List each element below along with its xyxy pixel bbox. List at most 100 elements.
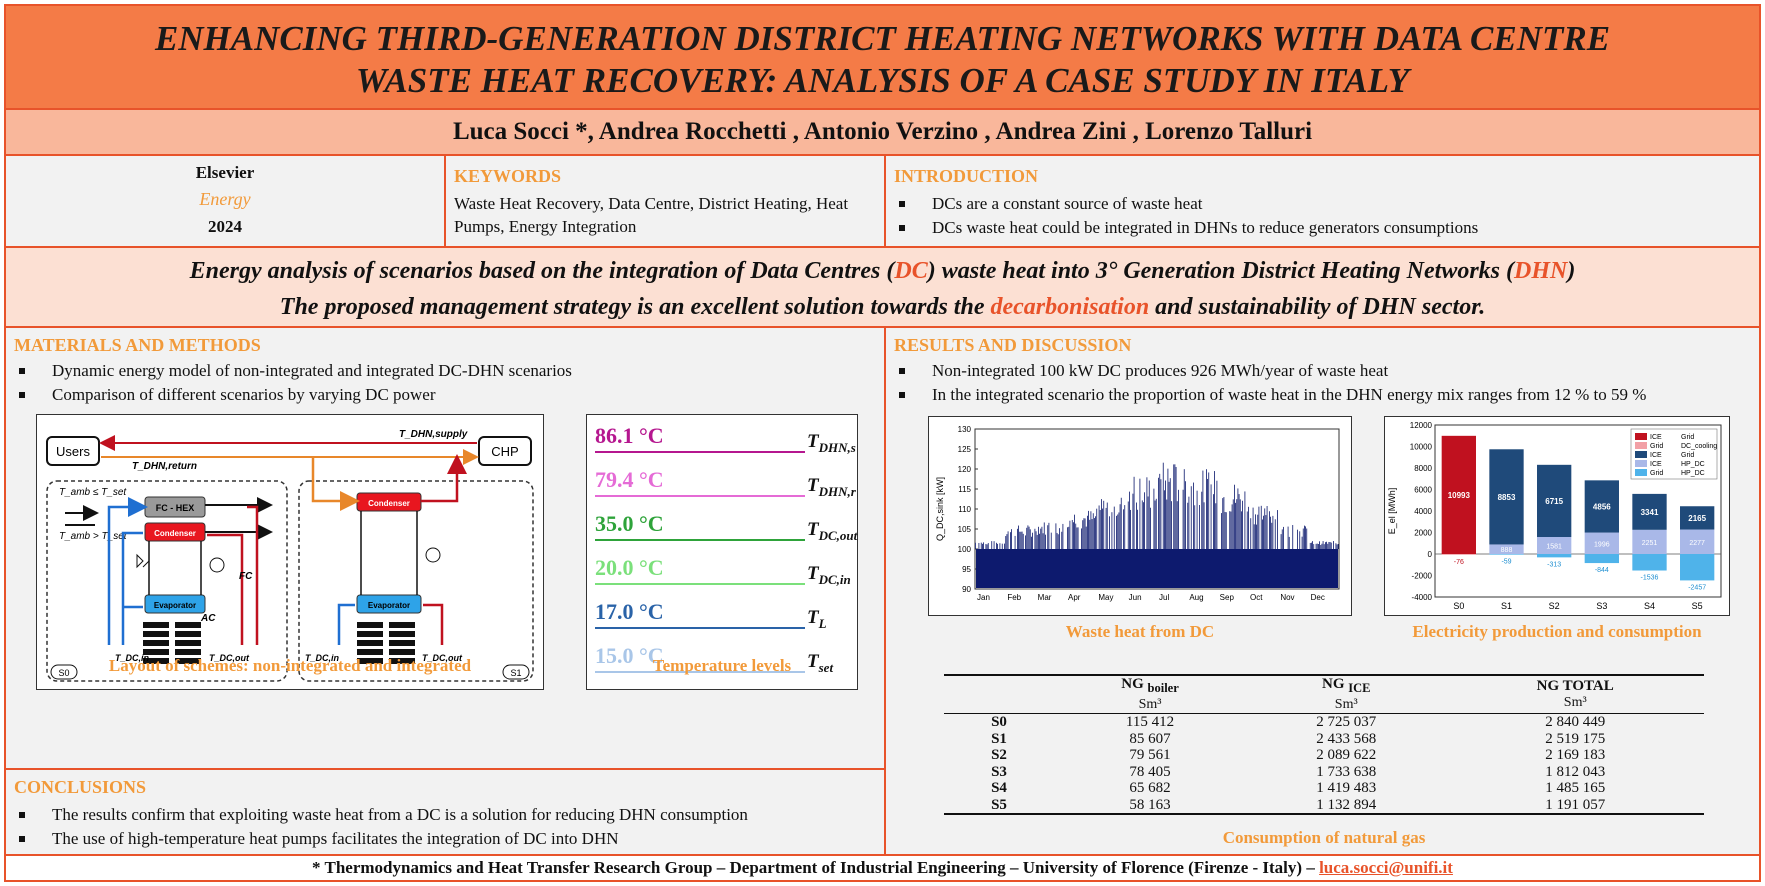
chp-label: CHP xyxy=(491,444,518,459)
x-tick-label: S1 xyxy=(1501,601,1512,611)
data-spike xyxy=(1020,531,1022,549)
data-spike xyxy=(1313,544,1315,549)
data-spike xyxy=(1304,525,1305,549)
data-spike xyxy=(1105,507,1107,549)
bar-grid xyxy=(1441,554,1476,555)
data-spike xyxy=(1043,522,1045,549)
data-spike xyxy=(1222,498,1224,549)
data-spike xyxy=(1315,543,1317,549)
table-row: S5 58 163 1 132 894 1 191 057 xyxy=(944,797,1704,815)
data-spike xyxy=(1032,532,1033,549)
data-spike xyxy=(1116,515,1117,549)
data-spike xyxy=(1270,516,1271,549)
bar-grid xyxy=(1584,554,1619,564)
data-spike xyxy=(1187,502,1189,549)
data-spike xyxy=(1007,531,1009,549)
data-spike xyxy=(1085,526,1087,549)
list-item: In the integrated scenario the proportio… xyxy=(894,383,1751,407)
methods-panel: MATERIALS AND METHODS Dynamic energy mod… xyxy=(6,328,886,768)
data-spike xyxy=(1029,529,1031,549)
data-spike xyxy=(1071,519,1073,549)
contact-email-link[interactable]: luca.socci@unifi.it xyxy=(1319,858,1453,877)
data-spike xyxy=(1206,469,1207,549)
temperature-level: 79.4 °C TDHN,r xyxy=(593,465,856,505)
data-spike xyxy=(1238,494,1240,549)
data-spike xyxy=(1182,489,1184,549)
data-spike xyxy=(1208,472,1210,549)
data-spike xyxy=(1028,526,1030,549)
temperature-line xyxy=(595,583,805,585)
data-spike xyxy=(1025,535,1026,549)
y-tick-label: 100 xyxy=(958,545,972,554)
data-spike xyxy=(1102,508,1103,549)
x-tick-label: S0 xyxy=(1453,601,1464,611)
data-spike xyxy=(1239,499,1241,549)
results-panel: RESULTS AND DISCUSSION Non-integrated 10… xyxy=(886,328,1759,854)
data-spike xyxy=(1150,507,1151,549)
data-spike xyxy=(1117,514,1119,549)
s0-frame xyxy=(46,480,288,682)
key-message-line1: Energy analysis of scenarios based on th… xyxy=(189,258,1576,284)
temperature-symbol: TDC,out xyxy=(807,519,858,543)
data-spike xyxy=(1262,519,1263,549)
data-spike xyxy=(1168,481,1170,549)
data-spike xyxy=(1237,488,1239,549)
data-spike xyxy=(1272,515,1274,549)
x-tick-label: S4 xyxy=(1644,601,1655,611)
introduction-section: INTRODUCTION DCs are a constant source o… xyxy=(886,156,1759,246)
data-spike xyxy=(1027,525,1029,549)
data-spike xyxy=(1255,514,1256,549)
temperature-symbol: TL xyxy=(807,607,827,631)
y-tick-label: 0 xyxy=(1428,550,1433,559)
data-spike xyxy=(1319,541,1320,549)
month-spikes xyxy=(975,541,1005,549)
data-spike xyxy=(1230,511,1232,549)
table-row: S2 79 561 2 089 622 2 169 183 xyxy=(944,747,1704,764)
bar-ice xyxy=(1489,449,1524,545)
y-tick-label: 120 xyxy=(958,465,972,474)
temperature-level: 35.0 °C TDC,out xyxy=(593,509,857,549)
data-spike xyxy=(1224,511,1226,549)
temperature-level: 86.1 °C TDHN,s xyxy=(593,421,856,461)
data-spike xyxy=(1325,542,1326,549)
data-spike xyxy=(1258,506,1260,549)
data-spike xyxy=(1143,502,1144,549)
temperature-symbol: Tset xyxy=(807,651,834,675)
users-box xyxy=(46,436,100,466)
x-tick-label: Jul xyxy=(1159,593,1169,602)
y-tick-label: 90 xyxy=(962,585,971,594)
bar-ice xyxy=(1632,493,1667,530)
table-cell-boiler: 58 163 xyxy=(1129,796,1171,813)
legend-label: Grid xyxy=(1650,470,1663,477)
bar-label-ice: 2165 xyxy=(1688,514,1706,523)
month-spikes xyxy=(1127,476,1157,549)
table-cell-total: 1 191 057 xyxy=(1545,796,1606,813)
bar-hp-dc xyxy=(1537,537,1572,554)
y-tick-label: 95 xyxy=(962,565,971,574)
data-spike xyxy=(1035,531,1037,549)
table-cell-scenario: S2 xyxy=(991,747,1007,763)
data-spike xyxy=(1287,526,1289,549)
y-tick-label: 10000 xyxy=(1410,443,1433,452)
data-spike xyxy=(1055,523,1057,549)
data-spike xyxy=(1316,543,1318,549)
data-spike xyxy=(1312,541,1313,549)
data-spike xyxy=(1297,529,1298,549)
table-cell-total: 1 485 165 xyxy=(1545,780,1606,796)
data-spike xyxy=(986,544,988,549)
data-spike xyxy=(1038,526,1039,549)
y-tick-label: 130 xyxy=(958,425,972,434)
data-spike xyxy=(1073,522,1074,549)
data-spike xyxy=(1133,476,1135,549)
data-spike xyxy=(1277,510,1278,549)
y-tick-label: 4000 xyxy=(1414,507,1432,516)
s1-frame xyxy=(298,480,534,682)
data-spike xyxy=(1234,484,1235,549)
data-spike xyxy=(1014,535,1016,549)
poster-title-line2: WASTE HEAT RECOVERY: ANALYSIS OF A CASE … xyxy=(355,61,1410,100)
data-spike xyxy=(1136,502,1137,549)
data-spike xyxy=(1329,542,1331,549)
bar-hp-dc xyxy=(1632,529,1667,554)
tdc-in-label-s0: T_DC,in xyxy=(115,653,150,663)
data-spike xyxy=(1207,478,1208,549)
